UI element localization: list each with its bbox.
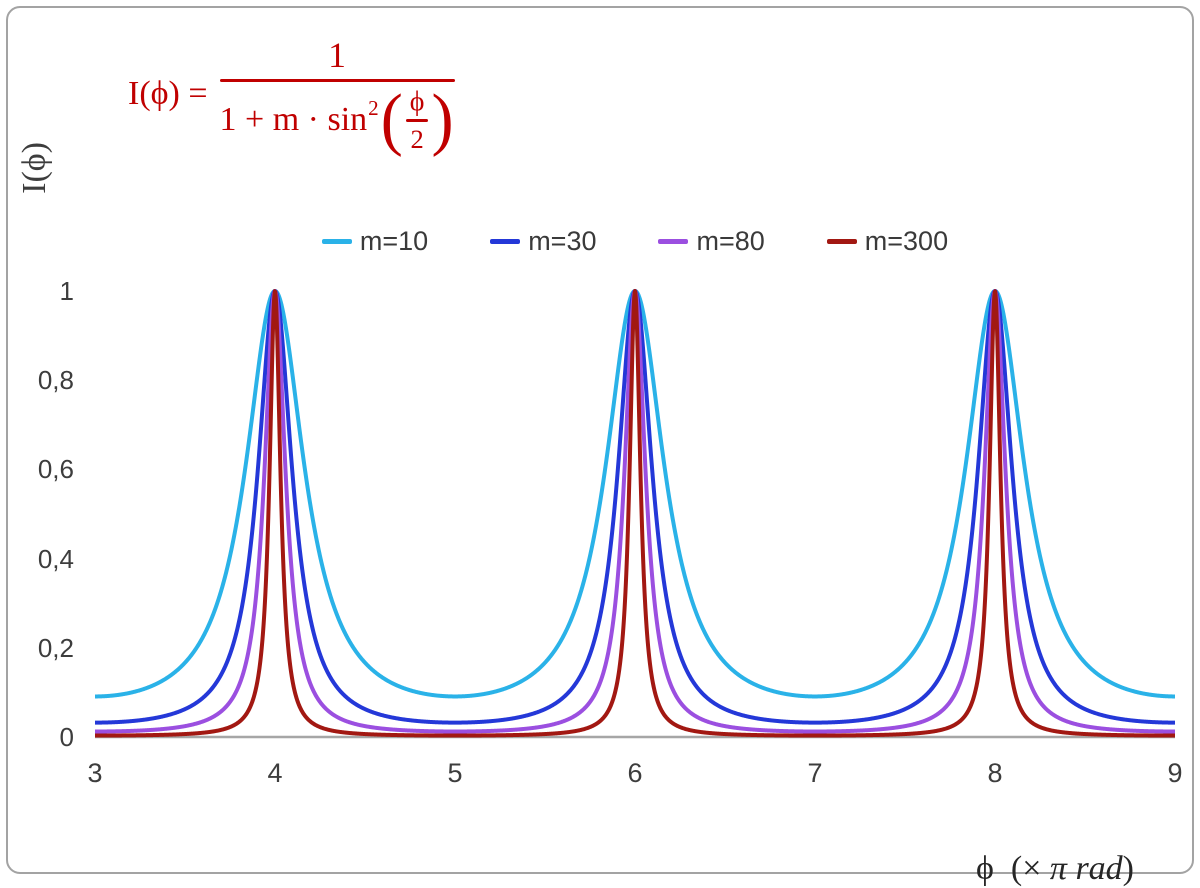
formula-den-text: 1 + m · sin <box>219 101 368 139</box>
y-tick-label: 0,6 <box>37 454 74 485</box>
x-tick-label: 4 <box>267 758 283 788</box>
x-title-phi: ϕ (× <box>976 850 1050 887</box>
inner-fraction-bar <box>405 119 429 122</box>
fraction-bar <box>219 79 455 82</box>
x-tick-label: 8 <box>987 758 1003 788</box>
legend-item-m=30: m=30 <box>490 226 596 257</box>
y-tick-label: 0,2 <box>37 632 74 663</box>
x-tick-label: 5 <box>447 758 463 788</box>
close-paren: ) <box>431 80 454 159</box>
legend-item-m=10: m=10 <box>321 226 429 257</box>
x-title-close: ) <box>1122 850 1134 887</box>
series-curve-m=30 <box>93 289 1177 725</box>
x-tick-label: 9 <box>1167 758 1183 788</box>
legend-label: m=300 <box>864 226 949 256</box>
legend-swatch <box>658 239 689 244</box>
formula-fraction: 1 1 + m · sin 2(ϕ 2) <box>219 34 455 155</box>
chart-frame <box>6 6 1194 874</box>
legend-item-m=80: m=80 <box>658 226 765 257</box>
legend-item-m=300: m=300 <box>826 226 949 257</box>
series-curve-m=80 <box>93 289 1177 734</box>
legend-swatch <box>490 239 521 244</box>
series-curve-m=300 <box>93 289 1177 738</box>
open-paren: ( <box>380 80 403 159</box>
y-tick-label: 1 <box>59 276 74 306</box>
y-tick-label: 0,4 <box>37 543 74 574</box>
legend-label: m=80 <box>696 226 765 256</box>
inner-denominator: 2 <box>410 123 424 154</box>
x-tick-label: 3 <box>87 758 103 788</box>
formula: I(ϕ) = 1 1 + m · sin 2(ϕ 2) <box>128 34 455 155</box>
formula-exponent: 2 <box>368 96 379 121</box>
x-tick-label: 7 <box>807 758 823 788</box>
formula-lhs: I(ϕ) = <box>128 75 208 113</box>
y-tick-label: 0 <box>59 722 74 752</box>
legend-swatch <box>826 239 857 244</box>
chart-legend: m=10 m=30 m=80 m=300 <box>95 226 1175 257</box>
y-axis-title: I(ϕ) <box>16 142 53 194</box>
inner-numerator: ϕ <box>409 86 425 117</box>
formula-numerator: 1 <box>328 35 346 75</box>
legend-swatch <box>321 239 352 244</box>
x-axis-title: ϕ (× π rad) <box>959 812 1134 888</box>
x-tick-label: 6 <box>627 758 643 788</box>
legend-label: m=30 <box>528 226 597 256</box>
formula-denominator: 1 + m · sin 2(ϕ 2) <box>220 82 455 155</box>
y-tick-label: 0,8 <box>37 365 74 396</box>
x-title-pi-rad: π rad <box>1049 850 1123 887</box>
legend-label: m=10 <box>359 226 429 256</box>
